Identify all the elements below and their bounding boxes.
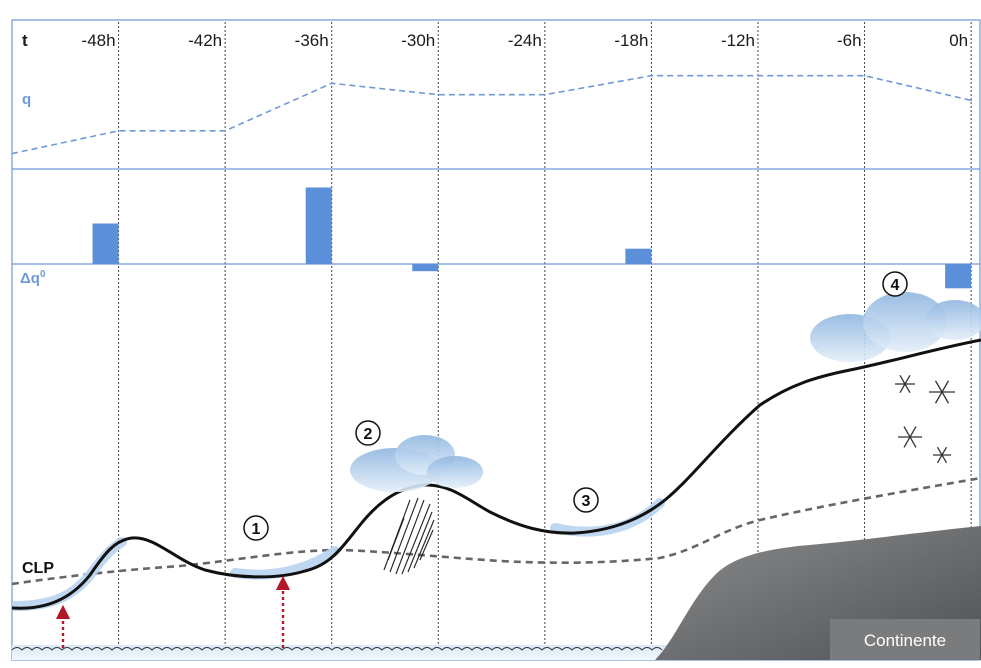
time-tick-label: -24h bbox=[508, 31, 542, 50]
time-tick-label: 0h bbox=[949, 31, 968, 50]
time-tick-label: -48h bbox=[82, 31, 116, 50]
time-tick-labels: -48h -42h -36h -30h -24h -18h -12h -6h 0h bbox=[82, 31, 969, 50]
q-point bbox=[650, 74, 653, 77]
dq-bar bbox=[945, 264, 972, 289]
q-point bbox=[224, 130, 226, 132]
time-tick-label: -6h bbox=[837, 31, 862, 50]
moist-segment-1 bbox=[230, 546, 340, 580]
q-panel-label: q bbox=[22, 91, 31, 108]
continent-label: Continente bbox=[864, 631, 946, 650]
dq-bar bbox=[412, 264, 439, 272]
step-marker-2: 2 bbox=[355, 420, 381, 446]
q-point bbox=[11, 152, 13, 155]
q-point bbox=[437, 93, 440, 96]
cloud-2 bbox=[350, 435, 483, 492]
dq-bar bbox=[305, 187, 332, 264]
step-marker-1: 1 bbox=[243, 515, 269, 541]
snowflake-icon bbox=[895, 375, 955, 464]
snowflake-icon bbox=[933, 446, 951, 464]
q-series-line bbox=[11, 74, 972, 155]
svg-text:2: 2 bbox=[364, 426, 373, 443]
q-point bbox=[863, 74, 866, 77]
snowflake-icon bbox=[929, 380, 955, 404]
step-marker-3: 3 bbox=[573, 487, 599, 513]
cloud-4 bbox=[810, 292, 981, 362]
time-tick-label: -30h bbox=[401, 31, 435, 50]
q-point bbox=[117, 130, 120, 132]
svg-text:1: 1 bbox=[252, 521, 261, 538]
time-tick-label: -18h bbox=[614, 31, 648, 50]
clp-line bbox=[12, 476, 981, 586]
clp-label: CLP bbox=[22, 560, 54, 577]
time-axis-symbol: t bbox=[22, 31, 28, 50]
svg-text:3: 3 bbox=[582, 493, 591, 510]
q-point bbox=[970, 99, 972, 102]
step-marker-4: 4 bbox=[882, 271, 908, 297]
svg-text:4: 4 bbox=[891, 277, 900, 294]
continent-label-box bbox=[830, 619, 980, 660]
time-tick-label: -12h bbox=[721, 31, 755, 50]
q-point bbox=[544, 93, 546, 96]
snowflake-icon bbox=[898, 426, 922, 448]
dq-bar bbox=[625, 248, 652, 264]
snowflake-icon bbox=[895, 375, 915, 393]
time-tick-label: -42h bbox=[188, 31, 222, 50]
q-point bbox=[757, 74, 759, 77]
parcel-trajectory bbox=[12, 338, 981, 610]
dq-bar bbox=[92, 223, 119, 264]
sea-waves bbox=[12, 647, 663, 651]
precipitation-hatch bbox=[383, 497, 435, 575]
q-point bbox=[330, 82, 333, 85]
time-tick-label: -36h bbox=[295, 31, 329, 50]
dq-panel-label: Δq0 bbox=[20, 269, 46, 287]
